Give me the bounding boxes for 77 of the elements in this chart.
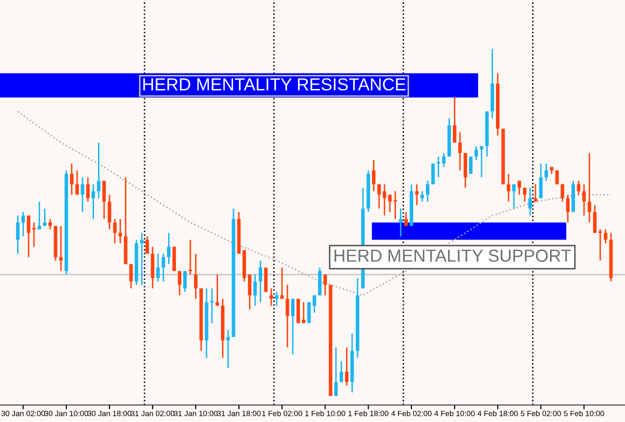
candlestick bbox=[431, 162, 435, 185]
candlestick bbox=[129, 263, 133, 290]
candlestick bbox=[528, 187, 532, 216]
candlestick bbox=[480, 145, 484, 178]
candlestick bbox=[598, 228, 602, 262]
candlestick bbox=[70, 162, 74, 196]
candlestick bbox=[291, 298, 295, 356]
candlestick bbox=[344, 346, 348, 386]
candlestick bbox=[512, 184, 516, 210]
candlestick bbox=[452, 96, 456, 144]
candlestick bbox=[248, 274, 252, 310]
annotation: HERD MENTALITY RESISTANCE bbox=[143, 78, 406, 91]
candlestick bbox=[59, 225, 63, 272]
candlestick bbox=[162, 252, 166, 282]
candlestick bbox=[226, 329, 230, 369]
candlestick bbox=[92, 184, 96, 220]
candlestick bbox=[372, 159, 376, 192]
candlestick bbox=[258, 260, 262, 303]
candlestick bbox=[280, 266, 284, 300]
candlestick bbox=[340, 360, 344, 383]
candlestick bbox=[269, 288, 273, 306]
candlestick bbox=[43, 208, 47, 227]
candlestick bbox=[16, 214, 20, 254]
candlestick bbox=[593, 204, 597, 234]
candlestick bbox=[274, 291, 278, 306]
candlestick bbox=[426, 180, 430, 202]
candlestick bbox=[518, 180, 522, 196]
candlestick bbox=[156, 252, 160, 282]
candlestick bbox=[113, 218, 117, 244]
candlestick bbox=[469, 156, 473, 175]
candlestick bbox=[560, 184, 564, 202]
candlestick bbox=[178, 270, 182, 296]
annotation: HERD MENTALITY SUPPORT bbox=[334, 250, 572, 262]
candlestick bbox=[286, 284, 290, 348]
candlestick bbox=[582, 184, 586, 216]
candlestick bbox=[118, 218, 122, 244]
candlestick bbox=[436, 156, 440, 178]
candlestick bbox=[80, 176, 84, 213]
candlestick bbox=[388, 194, 392, 213]
candlestick bbox=[167, 232, 171, 265]
candlestick bbox=[102, 180, 106, 220]
candlestick bbox=[334, 346, 338, 397]
candlestick bbox=[188, 239, 192, 276]
candlestick bbox=[96, 142, 100, 199]
candlestick bbox=[539, 162, 543, 199]
candlestick bbox=[38, 200, 42, 230]
candlestick bbox=[398, 208, 402, 238]
candlestick bbox=[415, 184, 419, 206]
candlestick bbox=[140, 232, 144, 286]
candlestick bbox=[183, 270, 187, 293]
candlestick bbox=[210, 288, 214, 324]
candlestick bbox=[194, 252, 198, 300]
candlestick bbox=[442, 152, 446, 168]
candlestick bbox=[604, 228, 608, 244]
candlestick bbox=[48, 218, 52, 230]
candlestick bbox=[394, 190, 398, 220]
candlestick bbox=[21, 211, 25, 238]
candlestick bbox=[86, 176, 90, 202]
candlestick bbox=[420, 190, 424, 202]
candlestick bbox=[302, 302, 306, 324]
candlestick bbox=[474, 145, 478, 161]
candlestick bbox=[108, 194, 112, 230]
candlestick bbox=[312, 294, 316, 314]
candlestick bbox=[404, 211, 408, 227]
candlestick bbox=[555, 170, 559, 185]
candlestick bbox=[566, 194, 570, 224]
candlestick bbox=[576, 180, 580, 196]
candlestick bbox=[506, 173, 510, 202]
candlestick bbox=[544, 162, 548, 182]
candlestick bbox=[75, 170, 79, 196]
candlestick bbox=[145, 236, 149, 254]
candlestick bbox=[458, 132, 462, 172]
candlestick bbox=[522, 187, 526, 202]
candlestick bbox=[323, 274, 327, 296]
candlestick bbox=[534, 184, 538, 202]
candlestick bbox=[253, 274, 257, 306]
candlestick bbox=[588, 152, 592, 224]
